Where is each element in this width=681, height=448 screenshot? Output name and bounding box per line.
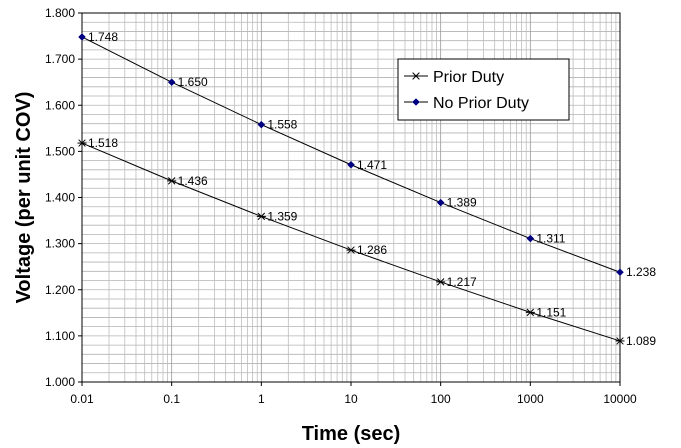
asterisk-stroke: [526, 308, 535, 317]
asterisk-marker: [436, 278, 446, 286]
data-label: 1.217: [447, 275, 477, 289]
data-label: 1.650: [178, 75, 208, 89]
legend: Prior Duty No Prior Duty: [397, 58, 570, 121]
data-label: 1.471: [357, 158, 387, 172]
asterisk-marker: [77, 139, 87, 147]
asterisk-stroke: [347, 246, 355, 254]
x-tick-label: 0.01: [70, 392, 94, 406]
asterisk-stroke: [167, 177, 176, 185]
asterisk-stroke: [436, 278, 445, 286]
data-label: 1.311: [536, 232, 565, 246]
y-tick-label: 1.000: [45, 375, 75, 389]
data-label: 1.558: [267, 118, 297, 132]
diamond-marker: [347, 160, 355, 169]
asterisk-stroke: [616, 337, 624, 345]
y-tick-label: 1.200: [45, 283, 75, 297]
data-label: 1.286: [357, 243, 387, 257]
asterisk-stroke: [412, 72, 420, 80]
legend-label: No Prior Duty: [433, 95, 529, 112]
legend-box: [397, 58, 570, 121]
y-tick-label: 1.800: [45, 6, 75, 20]
data-label: 1.748: [88, 30, 118, 44]
asterisk-marker: [615, 337, 625, 345]
asterisk-stroke: [257, 212, 266, 221]
y-tick-label: 1.300: [45, 237, 75, 251]
asterisk-stroke: [78, 139, 86, 147]
asterisk-marker: [346, 246, 356, 254]
data-label: 1.436: [178, 174, 208, 188]
y-tick-label: 1.400: [45, 191, 75, 205]
y-tick-label: 1.100: [45, 329, 75, 343]
diamond-marker: [257, 120, 266, 129]
diamond-marker: [167, 78, 176, 87]
x-tick-label: 10: [344, 392, 358, 406]
y-axis-ticks: 1.000 1.100 1.200 1.300 1.400 1.500 1.600 1.700…: [45, 6, 82, 389]
series-layer: [77, 33, 625, 345]
x-tick-label: 10000: [603, 392, 637, 406]
y-tick-label: 1.700: [45, 52, 75, 66]
data-label: 1.359: [267, 209, 297, 223]
diamond-marker: [436, 198, 445, 207]
y-tick-label: 1.500: [45, 144, 75, 158]
data-label: 1.089: [626, 334, 656, 348]
x-tick-label: 100: [431, 392, 451, 406]
data-label: 1.389: [447, 196, 477, 210]
diamond-marker: [616, 268, 624, 277]
y-tick-label: 1.600: [45, 98, 75, 112]
data-label: 1.151: [536, 305, 566, 319]
x-tick-label: 1000: [517, 392, 544, 406]
y-axis-title: Voltage (per unit COV): [13, 92, 35, 304]
grid: [81, 12, 620, 383]
x-axis-ticks: 0.01 0.1 1 10 100 1000 10000: [70, 382, 637, 406]
asterisk-marker: [256, 212, 266, 221]
data-label: 1.518: [88, 136, 118, 150]
x-axis-title: Time (sec): [302, 423, 401, 445]
data-label: 1.238: [626, 265, 656, 279]
legend-label: Prior Duty: [433, 69, 504, 86]
data-labels: 1.518 1.436 1.359 1.286 1.217 1.151 1.089 1.748…: [88, 30, 656, 348]
asterisk-marker: [167, 177, 177, 185]
diamond-marker: [412, 98, 420, 106]
x-tick-label: 1: [258, 392, 265, 406]
asterisk-marker: [411, 72, 421, 80]
x-tick-label: 0.1: [163, 392, 180, 406]
diamond-marker: [78, 33, 86, 41]
diamond-marker: [526, 234, 535, 243]
asterisk-marker: [525, 308, 535, 317]
